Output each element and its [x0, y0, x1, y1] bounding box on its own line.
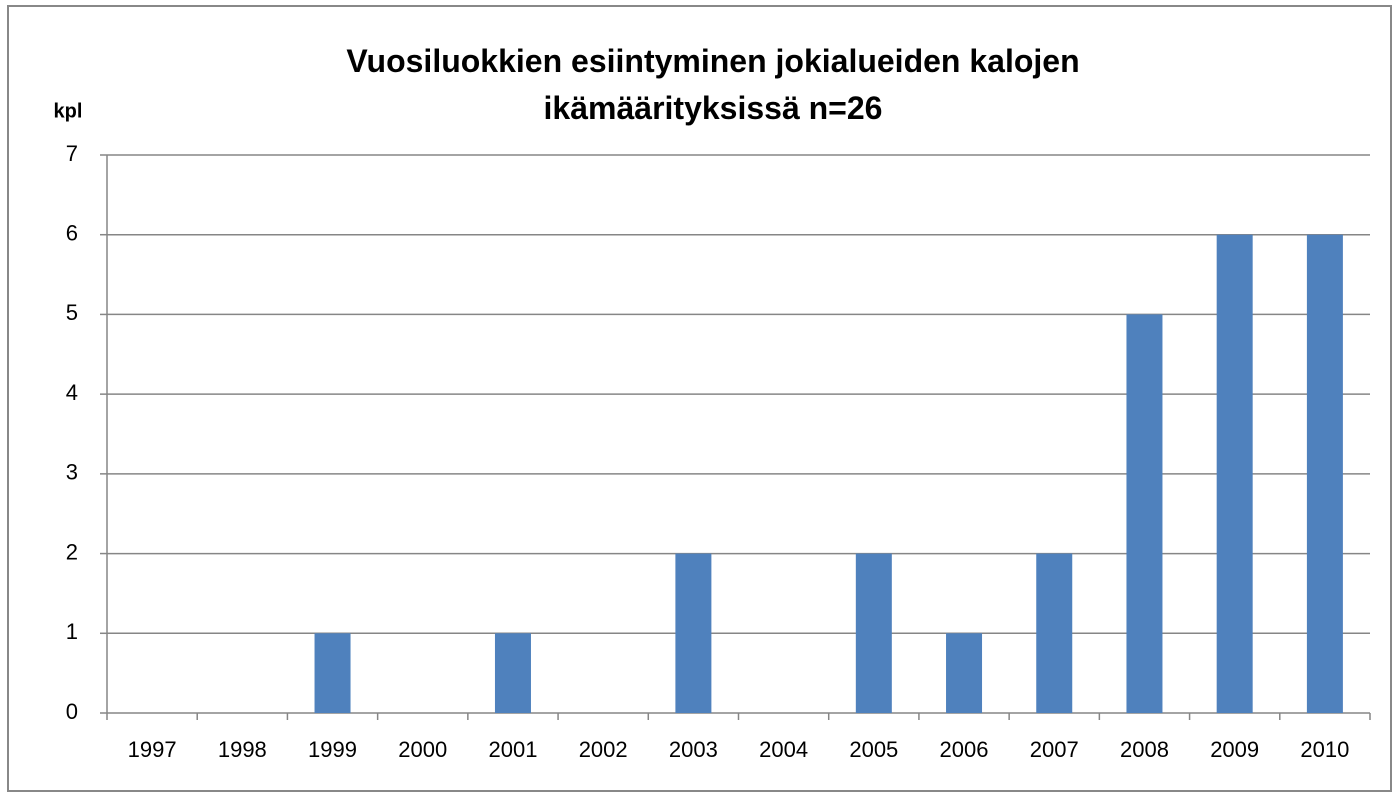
y-tick-label: 6: [66, 221, 78, 246]
y-tick-label: 0: [66, 699, 78, 724]
bar: [1216, 234, 1253, 713]
bar: [675, 553, 712, 713]
y-tick-label: 4: [66, 380, 78, 405]
y-tick-label: 2: [66, 539, 78, 564]
y-tick-label: 1: [66, 619, 78, 644]
x-tick-label: 2001: [488, 737, 537, 762]
bar: [946, 633, 983, 713]
x-tick-label: 2000: [398, 737, 447, 762]
x-tick-label: 2002: [579, 737, 628, 762]
bar: [1306, 234, 1343, 713]
bar: [494, 633, 531, 713]
x-tick-label: 2005: [849, 737, 898, 762]
y-tick-label: 3: [66, 460, 78, 485]
bar: [1036, 553, 1073, 713]
bar: [855, 553, 892, 713]
y-tick-label: 5: [66, 300, 78, 325]
bar: [314, 633, 351, 713]
x-tick-label: 2004: [759, 737, 808, 762]
x-tick-label: 2003: [669, 737, 718, 762]
x-tick-label: 2009: [1210, 737, 1259, 762]
y-tick-label: 7: [66, 141, 78, 166]
x-tick-label: 2006: [940, 737, 989, 762]
x-tick-label: 1999: [308, 737, 357, 762]
y-axis-label: kpl: [54, 100, 83, 122]
x-tick-label: 2007: [1030, 737, 1079, 762]
x-tick-label: 1998: [218, 737, 267, 762]
x-tick-label: 2010: [1300, 737, 1349, 762]
chart-title: Vuosiluokkien esiintyminen jokialueiden …: [346, 43, 1080, 126]
x-tick-label: 2008: [1120, 737, 1169, 762]
bar: [1126, 314, 1163, 713]
x-tick-label: 1997: [128, 737, 177, 762]
